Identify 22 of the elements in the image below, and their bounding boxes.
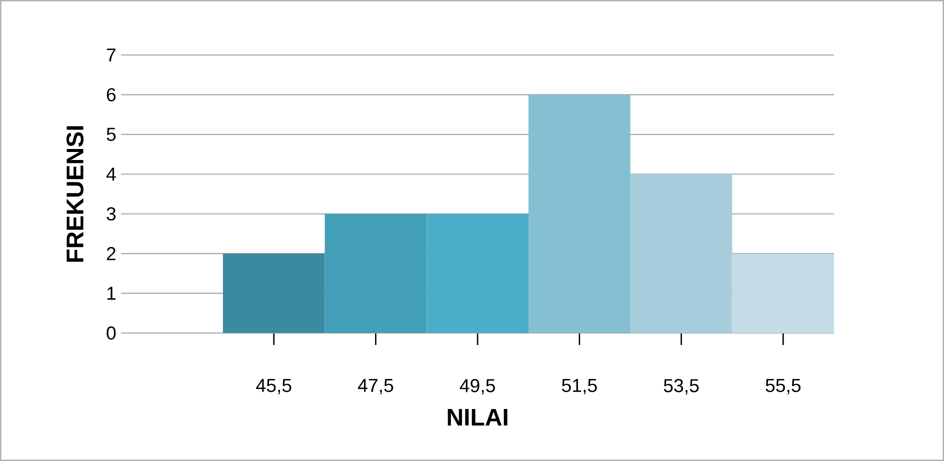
- y-tick-label: 7: [106, 48, 116, 62]
- y-axis-title: FREKUENSI: [66, 126, 84, 262]
- x-tick-label: 45,5: [256, 379, 292, 394]
- y-tick-label: 3: [106, 207, 116, 220]
- x-axis-title: NILAI: [448, 408, 508, 426]
- y-tick-label: 6: [106, 88, 116, 102]
- y-tick-label: 0: [106, 326, 116, 340]
- y-tick-label: 5: [106, 128, 116, 141]
- y-tick-label: 4: [106, 168, 116, 181]
- bar: [222, 254, 325, 334]
- bar: [630, 174, 732, 334]
- x-tick-label: 51,5: [562, 379, 597, 394]
- y-tick-label: 1: [107, 286, 116, 300]
- x-tick-label: 47,5: [358, 379, 394, 394]
- y-tick-label: 2: [106, 247, 116, 260]
- bar: [426, 214, 529, 334]
- bar: [324, 214, 427, 334]
- x-tick-label: 53,5: [664, 379, 699, 394]
- bar: [732, 254, 834, 334]
- bar: [528, 94, 630, 334]
- x-tick-label: 55,5: [766, 379, 801, 394]
- x-tick-label: 49,5: [460, 379, 495, 394]
